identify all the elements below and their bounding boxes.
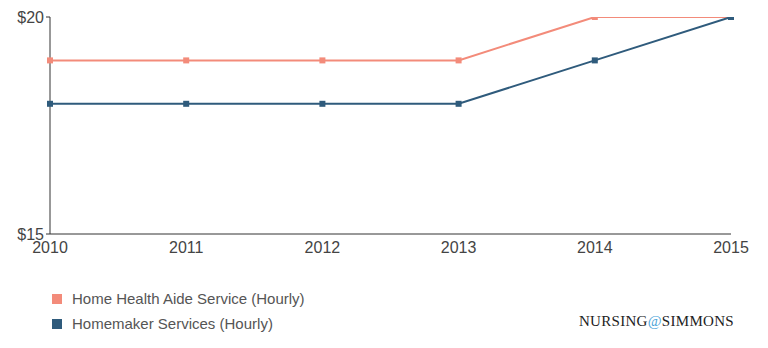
- svg-text:2013: 2013: [441, 239, 477, 256]
- svg-text:$20: $20: [17, 9, 44, 26]
- svg-text:2012: 2012: [305, 239, 341, 256]
- svg-text:2014: 2014: [577, 239, 613, 256]
- html-text:Home Health Aide Service (Hour: Home Health Aide Service (Hourly): [72, 290, 305, 307]
- html-text:N U R S I N G @ S I M M O N S: N U R S I N G @ S I M M O N S: [578, 313, 734, 329]
- svg-text:2015: 2015: [713, 239, 749, 256]
- html-text:Homemaker Services (Hourly): Homemaker Services (Hourly): [72, 315, 273, 332]
- svg-text:2011: 2011: [169, 239, 204, 256]
- svg-text:$15: $15: [17, 226, 44, 243]
- svg-text:2010: 2010: [32, 239, 68, 257]
